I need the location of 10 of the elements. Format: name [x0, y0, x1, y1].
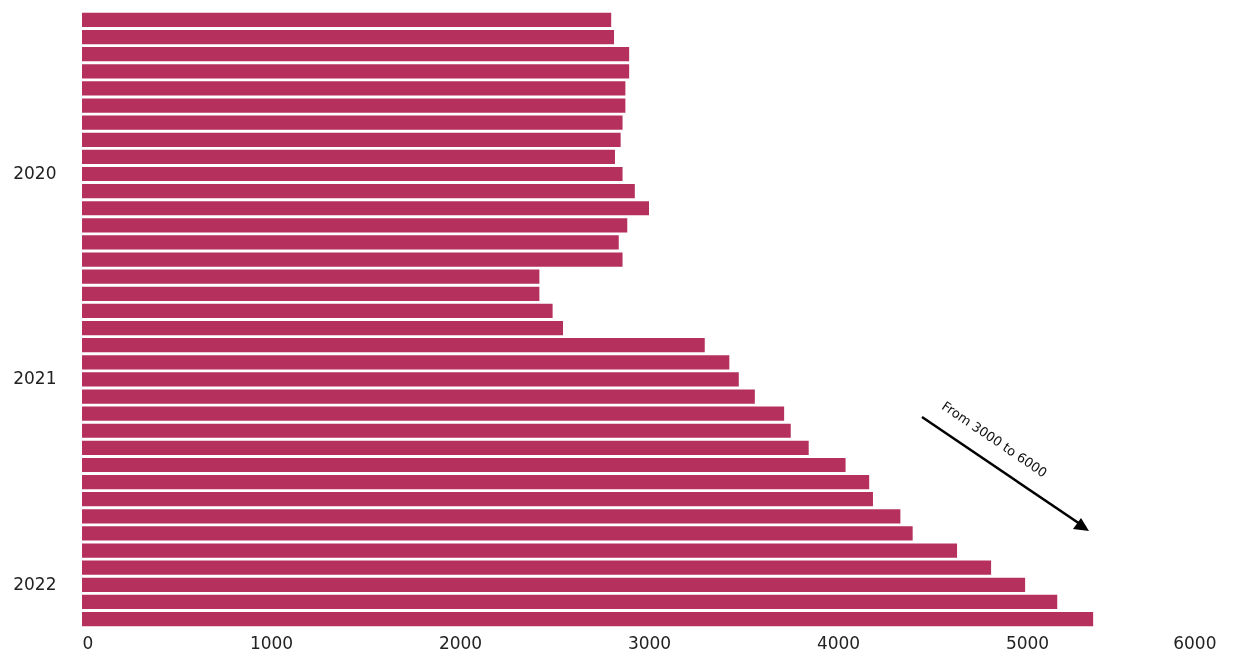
- x-tick-label: 6000: [1173, 632, 1217, 653]
- x-tick-label: 1000: [249, 632, 294, 653]
- x-tick-label: 3000: [627, 632, 672, 653]
- x-tick-label: 0: [82, 632, 94, 653]
- y-tick-label: 2022: [13, 573, 57, 594]
- x-tick-label: 2000: [438, 632, 483, 653]
- x-tick-label: 5000: [1005, 632, 1050, 653]
- x-tick-label: 4000: [816, 632, 861, 653]
- y-tick-label: 2021: [13, 368, 57, 389]
- y-tick-label: 2020: [13, 163, 57, 184]
